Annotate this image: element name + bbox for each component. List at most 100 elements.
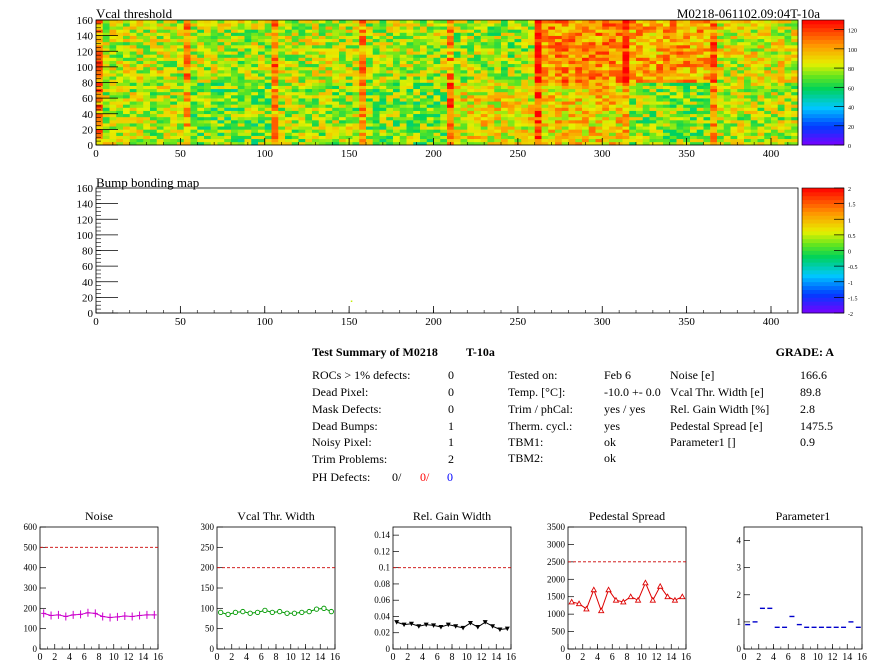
pixel-cell (102, 104, 110, 108)
pixel-cell (595, 82, 603, 86)
pixel-cell (433, 95, 441, 99)
x-tick-label: 16 (506, 652, 516, 663)
pixel-cell (150, 135, 158, 140)
x-tick-label: 300 (594, 316, 611, 328)
pixel-cell (305, 98, 313, 102)
pixel-cell (609, 29, 617, 33)
pixel-cell (305, 123, 313, 127)
pixel-cell (420, 73, 428, 77)
pixel-cell (163, 132, 171, 136)
pixel-cell (217, 45, 225, 49)
pixel-cell (406, 98, 414, 102)
pixel-cell (501, 113, 509, 118)
pixel-cell (514, 35, 522, 40)
pixel-cell (690, 73, 698, 77)
pixel-cell (447, 32, 455, 36)
pixel-cell (359, 98, 367, 102)
pixel-cell (507, 41, 515, 46)
pixel-cell (764, 29, 772, 33)
pixel-cell (231, 120, 239, 124)
pixel-cell (568, 20, 576, 24)
pixel-cell (258, 35, 266, 40)
pixel-cell (231, 45, 239, 49)
pixel-cell (460, 51, 468, 55)
pixel-cell (251, 41, 259, 46)
pixel-cell (413, 113, 421, 118)
data-point (612, 596, 620, 603)
pixel-cell (561, 110, 569, 115)
colorbar-segment (802, 266, 844, 271)
pixel-cell (197, 113, 205, 118)
pixel-cell (784, 70, 792, 74)
pixel-cell (163, 35, 171, 40)
pixel-cell (366, 104, 374, 108)
pixel-cell (771, 29, 779, 33)
x-tick-label: 6 (82, 652, 87, 663)
pixel-cell (102, 101, 110, 105)
pixel-cell (791, 132, 799, 136)
pixel-cell (413, 70, 421, 74)
pixel-cell (231, 138, 239, 143)
pixel-cell (298, 63, 306, 68)
pixel-cell (285, 126, 293, 130)
pixel-cell (690, 129, 698, 133)
pixel-cell (487, 101, 495, 105)
pixel-cell (642, 110, 650, 115)
pixel-cell (109, 129, 117, 133)
pixel-cell (757, 138, 765, 143)
pixel-cell (102, 60, 110, 65)
pixel-cell (393, 113, 401, 118)
pixel-cell (494, 23, 502, 27)
pixel-cell (460, 38, 468, 43)
pixel-cell (271, 76, 279, 80)
pixel-cell (420, 141, 428, 146)
pixel-cell (521, 79, 529, 83)
series-line (571, 581, 683, 613)
pixel-cell (129, 73, 137, 77)
pixel-cell (784, 45, 792, 49)
colorbar-segment (802, 293, 844, 298)
pixel-cell (433, 20, 441, 24)
pixel-cell (521, 132, 529, 136)
pixel-cell (696, 23, 704, 27)
pixel-cell (345, 120, 353, 124)
pixel-cell (690, 123, 698, 127)
pixel-cell (521, 26, 529, 30)
pixel-cell (703, 88, 711, 93)
pixel-cell (764, 95, 772, 99)
y-tick-label: 600 (24, 522, 38, 532)
pixel-cell (217, 85, 225, 90)
pixel-cell (109, 135, 117, 140)
pixel-cell (717, 95, 725, 99)
pixel-cell (420, 135, 428, 140)
pixel-cell (764, 76, 772, 80)
pixel-cell (595, 138, 603, 143)
pixel-cell (764, 107, 772, 111)
pixel-cell (352, 51, 360, 55)
pixel-cell (136, 32, 144, 36)
pixel-cell (568, 104, 576, 108)
pixel-cell (244, 82, 252, 86)
pixel-cell (595, 129, 603, 133)
pixel-cell (737, 32, 745, 36)
pixel-cell (197, 70, 205, 74)
colorbar-segment (802, 199, 844, 205)
pixel-cell (156, 66, 164, 71)
pixel-cell (453, 101, 461, 105)
pixel-cell (237, 129, 245, 133)
pixel-cell (440, 101, 448, 105)
pixel-cell (224, 63, 232, 68)
pixel-cell (791, 23, 799, 27)
pixel-cell (420, 91, 428, 96)
pixel-cell (197, 138, 205, 143)
pixel-cell (237, 120, 245, 124)
pixel-cell (494, 66, 502, 71)
pixel-cell (210, 104, 218, 108)
pixel-cell (352, 135, 360, 140)
pixel-cell (420, 29, 428, 33)
pixel-cell (305, 60, 313, 65)
pixel-cell (393, 85, 401, 90)
pixel-cell (271, 32, 279, 36)
pixel-cell (210, 107, 218, 111)
pixel-cell (278, 126, 286, 130)
